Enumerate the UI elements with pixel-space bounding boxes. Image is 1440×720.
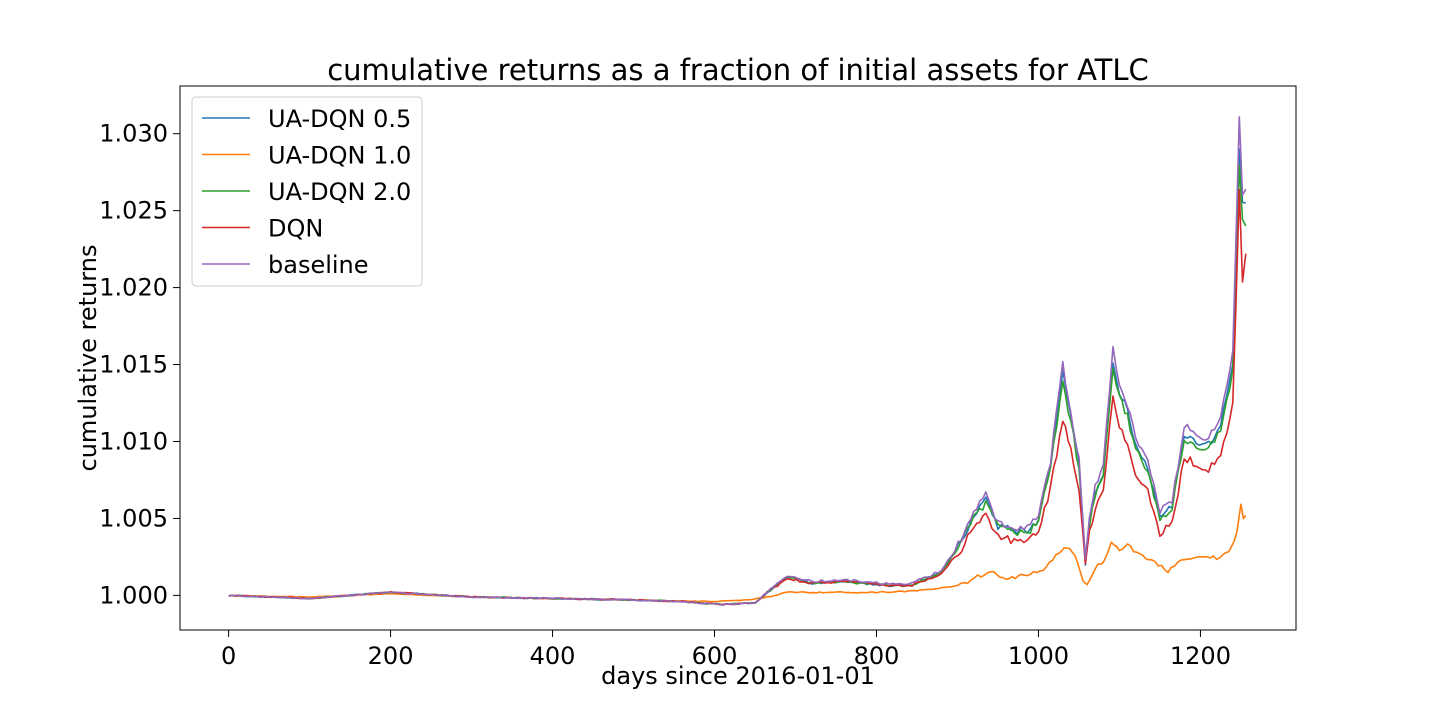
y-tick-label: 1.025: [99, 197, 168, 225]
legend-label: DQN: [268, 215, 323, 243]
legend-label: UA-DQN 1.0: [268, 142, 411, 170]
y-tick-label: 1.010: [99, 427, 168, 455]
plot-lines: [228, 116, 1247, 606]
y-tick-label: 1.020: [99, 274, 168, 302]
x-axis-label: days since 2016-01-01: [601, 662, 875, 690]
x-tick-label: 800: [854, 642, 900, 670]
x-tick-label: 1200: [1170, 642, 1231, 670]
x-tick-label: 0: [221, 642, 236, 670]
x-tick-label: 1000: [1008, 642, 1069, 670]
x-tick-label: 400: [530, 642, 576, 670]
chart-title: cumulative returns as a fraction of init…: [327, 53, 1149, 87]
y-tick-label: 1.015: [99, 351, 168, 379]
y-tick-label: 1.030: [99, 120, 168, 148]
legend-label: UA-DQN 2.0: [268, 178, 411, 206]
series-line-ua-dqn-1-0: [228, 503, 1247, 603]
y-axis: 1.000 1.005 1.010 1.015 1.020 1.025 1.030: [99, 120, 180, 609]
plot-frame: [179, 85, 1297, 631]
x-tick-label: 200: [368, 642, 414, 670]
y-tick-label: 1.000: [99, 581, 168, 609]
legend-box: [191, 96, 423, 287]
y-tick-label: 1.005: [99, 504, 168, 532]
x-tick-label: 600: [692, 642, 738, 670]
legend: UA-DQN 0.5 UA-DQN 1.0 UA-DQN 2.0 DQN baselin…: [191, 96, 423, 287]
legend-label: UA-DQN 0.5: [268, 105, 411, 133]
y-axis-label: cumulative returns: [74, 245, 102, 472]
legend-label: baseline: [268, 251, 369, 279]
x-axis: 0 200 400 600 800 1000 1200: [221, 630, 1231, 670]
series-line-baseline: [228, 116, 1247, 606]
